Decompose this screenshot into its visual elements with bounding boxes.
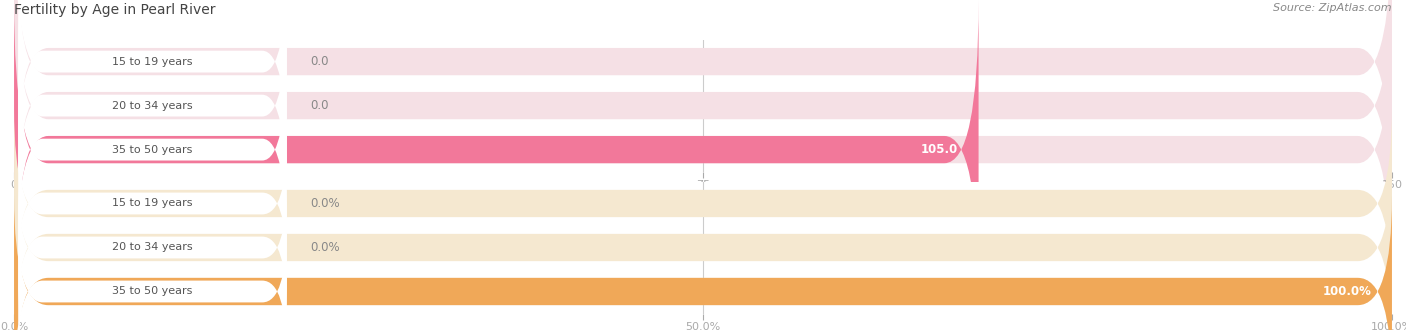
Text: 15 to 19 years: 15 to 19 years [112,199,193,209]
FancyBboxPatch shape [18,224,287,330]
Text: 100.0%: 100.0% [1323,285,1371,298]
FancyBboxPatch shape [14,0,1392,256]
FancyBboxPatch shape [14,108,1392,299]
FancyBboxPatch shape [18,136,287,271]
FancyBboxPatch shape [18,0,287,169]
Text: 35 to 50 years: 35 to 50 years [112,286,193,296]
Text: 15 to 19 years: 15 to 19 years [112,57,193,67]
Text: 0.0: 0.0 [311,99,329,112]
FancyBboxPatch shape [14,152,1392,330]
FancyBboxPatch shape [14,0,1392,212]
FancyBboxPatch shape [14,196,1392,330]
Text: 20 to 34 years: 20 to 34 years [112,243,193,252]
FancyBboxPatch shape [18,180,287,315]
Text: Fertility by Age in Pearl River: Fertility by Age in Pearl River [14,3,215,17]
Text: Source: ZipAtlas.com: Source: ZipAtlas.com [1274,3,1392,13]
FancyBboxPatch shape [14,0,1392,300]
FancyBboxPatch shape [18,0,287,213]
Text: 105.0: 105.0 [921,143,957,156]
Text: 20 to 34 years: 20 to 34 years [112,101,193,111]
FancyBboxPatch shape [18,43,287,256]
Text: 0.0%: 0.0% [311,241,340,254]
Text: 0.0%: 0.0% [311,197,340,210]
Text: 35 to 50 years: 35 to 50 years [112,145,193,154]
FancyBboxPatch shape [14,196,1392,330]
FancyBboxPatch shape [14,0,979,300]
Text: 0.0: 0.0 [311,55,329,68]
